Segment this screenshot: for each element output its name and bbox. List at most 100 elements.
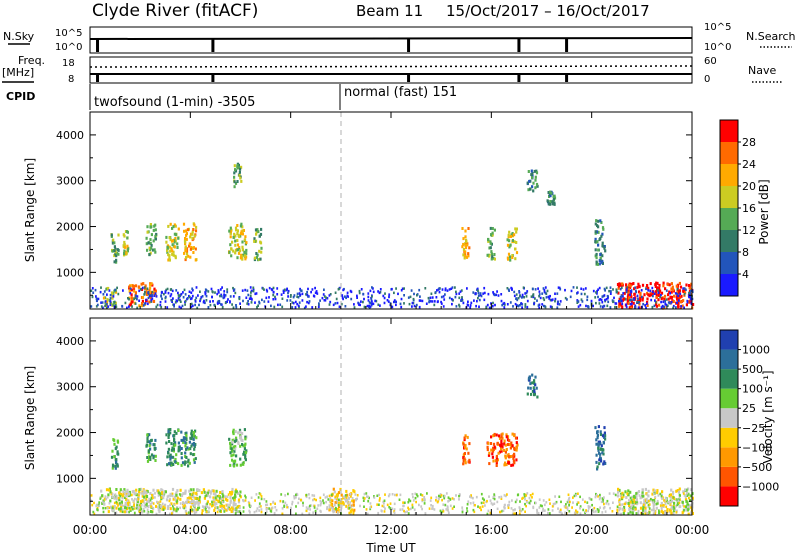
echo-cell <box>115 258 118 262</box>
echo-cell <box>150 243 153 247</box>
echo-cell <box>642 508 644 511</box>
echo-cell <box>542 304 545 308</box>
echo-cell <box>111 506 114 510</box>
echo-cell <box>344 494 347 497</box>
echo-cell <box>397 292 399 296</box>
echo-cell <box>234 291 237 295</box>
echo-cell <box>340 498 343 501</box>
echo-cell <box>388 295 390 299</box>
echo-cell <box>577 501 580 504</box>
echo-cell <box>177 507 179 511</box>
echo-cell <box>128 298 130 301</box>
echo-cell <box>488 451 491 455</box>
echo-cell <box>321 296 324 300</box>
echo-cell <box>507 453 510 457</box>
x-tick-label: 16:00 <box>474 523 509 537</box>
echo-cell <box>508 439 511 443</box>
echo-cell <box>186 446 189 450</box>
echo-cell <box>646 512 649 515</box>
echo-cell <box>568 502 571 505</box>
echo-cell <box>234 181 238 185</box>
echo-cell <box>250 291 252 294</box>
echo-cell <box>235 463 239 467</box>
echo-cell <box>546 199 549 203</box>
echo-cell <box>344 497 347 501</box>
echo-cell <box>194 504 196 507</box>
echo-cell <box>669 495 672 499</box>
echo-cell <box>506 256 509 260</box>
echo-cell <box>388 493 391 496</box>
echo-cell <box>129 303 133 307</box>
echo-cell <box>377 303 380 306</box>
echo-cell <box>543 290 546 294</box>
echo-cell <box>646 291 649 295</box>
echo-cell <box>217 494 220 498</box>
echo-cell <box>674 292 677 295</box>
echo-cell <box>424 512 427 515</box>
echo-cell <box>219 501 222 505</box>
echo-cell <box>184 248 188 252</box>
echo-cell <box>556 292 559 295</box>
echo-cell <box>235 304 237 307</box>
echo-cell <box>150 496 153 500</box>
echo-cell <box>570 289 573 293</box>
x-axis-label: Time UT <box>365 541 416 554</box>
echo-cell <box>672 505 675 509</box>
y-tick-label: 1000 <box>56 472 84 485</box>
echo-cell <box>212 500 215 503</box>
echo-cell <box>149 503 152 506</box>
echo-cell <box>639 501 642 505</box>
echo-cell <box>191 236 194 240</box>
date-range: 15/Oct/2017 – 16/Oct/2017 <box>446 2 650 20</box>
echo-cell <box>604 462 607 465</box>
echo-cell <box>382 294 385 298</box>
x-tick-label: 08:00 <box>273 523 308 537</box>
echo-cell <box>136 306 139 310</box>
echo-cell <box>595 291 597 294</box>
echo-cell <box>171 289 174 293</box>
echo-cell <box>493 257 496 261</box>
echo-cell <box>647 503 650 507</box>
echo-cell <box>378 493 380 497</box>
echo-cell <box>136 297 138 301</box>
echo-cell <box>190 444 193 448</box>
echo-cell <box>448 288 451 291</box>
echo-cell <box>191 294 194 298</box>
echo-cell <box>127 246 130 250</box>
echo-cell <box>115 460 118 464</box>
echo-cell <box>651 305 654 309</box>
echo-cell <box>184 303 186 306</box>
echo-cell <box>458 305 461 308</box>
echo-cell <box>192 228 195 231</box>
echo-cell <box>191 304 194 308</box>
echo-cell <box>651 291 654 295</box>
echo-cell <box>307 507 309 511</box>
echo-cell <box>148 500 151 504</box>
echo-cell <box>112 238 115 242</box>
echo-cell <box>169 457 172 461</box>
echo-cell <box>164 490 167 494</box>
echo-cell <box>173 238 176 242</box>
echo-cell <box>595 301 597 305</box>
echo-cell <box>554 292 556 295</box>
echo-cell <box>463 452 466 455</box>
echo-cell <box>231 438 234 442</box>
echo-cell <box>326 495 329 498</box>
echo-cell <box>595 230 599 234</box>
echo-cell <box>441 498 443 502</box>
echo-cell <box>162 492 165 495</box>
nsky-frame <box>89 26 693 54</box>
echo-cell <box>640 289 643 292</box>
echo-cell <box>679 300 682 304</box>
echo-cell <box>131 305 133 308</box>
echo-cell <box>442 305 445 308</box>
echo-cell <box>305 506 308 509</box>
echo-cell <box>419 295 421 298</box>
echo-cell <box>112 303 115 307</box>
echo-cell <box>292 301 295 305</box>
echo-cell <box>428 507 431 510</box>
echo-cell <box>205 299 208 302</box>
echo-cell <box>680 305 683 308</box>
echo-cell <box>646 284 649 287</box>
nave-top-tick: 60 <box>704 56 717 67</box>
